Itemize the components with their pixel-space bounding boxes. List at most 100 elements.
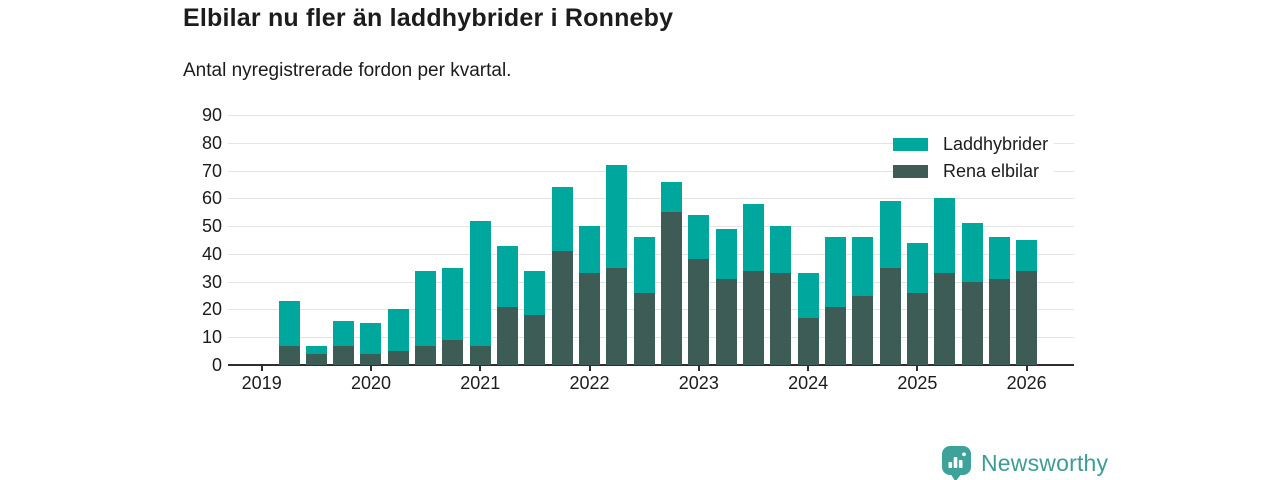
bar-segment-rena-elbilar — [1016, 270, 1038, 365]
x-axis-tick — [697, 365, 700, 371]
stacked-bar-2020-q2 — [387, 309, 409, 365]
bar-segment-rena-elbilar — [497, 306, 519, 365]
x-axis-tick-label: 2023 — [678, 373, 719, 393]
x-axis-tick — [916, 365, 919, 371]
stacked-bar-2020-q3 — [415, 270, 437, 365]
bar-segment-laddhybrider — [606, 165, 628, 268]
bar-segment-rena-elbilar — [469, 345, 491, 365]
y-axis-tick-label: 10 — [201, 327, 222, 348]
stacked-bar-2020-q1 — [360, 323, 382, 365]
bar-segment-rena-elbilar — [906, 292, 928, 365]
stacked-bar-2023-q2 — [715, 228, 737, 365]
stacked-bar-2022-q3 — [633, 237, 655, 365]
gridline — [228, 142, 1074, 144]
gridline — [228, 170, 1074, 172]
bar-segment-laddhybrider — [797, 273, 819, 318]
chart-subtitle: Antal nyregistrerade fordon per kvartal. — [183, 60, 512, 81]
x-axis-tick-label: 2020 — [350, 373, 391, 393]
bar-segment-rena-elbilar — [715, 278, 737, 365]
legend-swatch-rena-elbilar — [893, 165, 928, 178]
bar-segment-rena-elbilar — [579, 273, 601, 365]
chart-title: Elbilar nu fler än laddhybrider i Ronneb… — [183, 4, 674, 32]
x-axis-tick-label: 2021 — [460, 373, 501, 393]
stacked-bar-2021-q2 — [497, 245, 519, 365]
bar-segment-laddhybrider — [469, 220, 491, 346]
bar-segment-rena-elbilar — [278, 345, 300, 365]
bar-segment-laddhybrider — [988, 237, 1010, 279]
y-axis: 0 10 20 30 40 50 60 70 80 90 — [0, 106, 222, 374]
legend: Laddhybrider Rena elbilar — [893, 131, 1055, 185]
stacked-bar-2021-q4 — [551, 187, 573, 365]
plot-area — [228, 115, 1074, 371]
bar-segment-rena-elbilar — [961, 281, 983, 365]
bar-segment-laddhybrider — [879, 201, 901, 268]
bar-segment-laddhybrider — [852, 237, 874, 296]
bar-segment-laddhybrider — [387, 309, 409, 352]
bar-segment-laddhybrider — [415, 270, 437, 346]
bar-segment-laddhybrider — [524, 270, 546, 315]
stacked-bar-2022-q2 — [606, 165, 628, 365]
bar-segment-rena-elbilar — [824, 306, 846, 365]
y-axis-tick-label: 40 — [201, 243, 222, 264]
bar-segment-laddhybrider — [661, 181, 682, 213]
bar-segment-laddhybrider — [633, 237, 655, 293]
y-axis-tick-label: 60 — [201, 188, 222, 209]
legend-label-rena-elbilar: Rena elbilar — [943, 161, 1040, 181]
stacked-bar-2024-q4 — [879, 201, 901, 365]
gridline — [228, 226, 1074, 228]
legend-row-rena-elbilar: Rena elbilar — [893, 158, 1055, 185]
stacked-bar-2025-q3 — [961, 223, 983, 365]
x-axis-tick-label: 2025 — [897, 373, 938, 393]
bar-segment-rena-elbilar — [879, 267, 901, 365]
stacked-bar-2024-q3 — [852, 237, 874, 365]
stacked-bar-2019-q3 — [305, 345, 327, 365]
bar-segment-rena-elbilar — [797, 317, 819, 365]
bar-segment-rena-elbilar — [360, 353, 382, 365]
bar-segment-laddhybrider — [1016, 240, 1038, 271]
stacked-bar-2022-q4 — [661, 181, 682, 365]
x-axis-tick-label: 2024 — [788, 373, 829, 393]
x-axis-labels: 2019 2020 2021 2022 2023 2024 2025 2026 — [228, 373, 1074, 397]
bar-segment-rena-elbilar — [661, 212, 682, 365]
bar-segment-laddhybrider — [305, 345, 327, 354]
bar-segment-rena-elbilar — [333, 345, 355, 365]
bar-segment-rena-elbilar — [415, 345, 437, 365]
bar-segment-rena-elbilar — [551, 251, 573, 365]
y-axis-tick-label: 0 — [211, 355, 222, 375]
x-axis-tick — [1025, 365, 1028, 371]
x-axis-tick-label: 2019 — [241, 373, 282, 393]
bar-segment-laddhybrider — [906, 242, 928, 293]
x-axis-line — [228, 364, 1074, 366]
stacked-bar-2021-q1 — [469, 220, 491, 365]
stacked-bar-2024-q2 — [824, 237, 846, 365]
bar-segment-laddhybrider — [497, 245, 519, 307]
x-axis-tick — [369, 365, 372, 371]
stacked-bar-2024-q1 — [797, 273, 819, 365]
bar-segment-laddhybrider — [360, 323, 382, 354]
legend-swatch-laddhybrider — [893, 138, 928, 151]
legend-label-laddhybrider: Laddhybrider — [943, 134, 1049, 154]
stacked-bar-2020-q4 — [442, 267, 464, 365]
x-axis-tick — [807, 365, 810, 371]
bar-segment-rena-elbilar — [606, 267, 628, 365]
stacked-bar-2021-q3 — [524, 270, 546, 365]
bar-segment-laddhybrider — [579, 226, 601, 274]
x-axis-tick-label: 2026 — [1006, 373, 1047, 393]
stacked-bar-2023-q1 — [688, 215, 710, 365]
y-axis-tick-label: 70 — [201, 160, 222, 181]
y-axis-tick-label: 90 — [201, 105, 222, 125]
bar-segment-rena-elbilar — [770, 273, 792, 365]
y-axis-tick-label: 20 — [201, 299, 222, 320]
bar-segment-laddhybrider — [742, 203, 764, 271]
bar-segment-laddhybrider — [961, 223, 983, 282]
y-axis-tick-label: 50 — [201, 216, 222, 237]
gridline — [228, 198, 1074, 200]
bar-segment-laddhybrider — [688, 215, 710, 260]
bar-segment-laddhybrider — [551, 187, 573, 252]
bar-segment-rena-elbilar — [688, 259, 710, 365]
y-axis-tick-label: 80 — [201, 132, 222, 153]
bar-chart-map-pin-icon — [942, 446, 971, 480]
y-axis-tick-label: 30 — [201, 271, 222, 292]
x-axis-tick — [260, 365, 263, 371]
bar-segment-rena-elbilar — [442, 340, 464, 365]
